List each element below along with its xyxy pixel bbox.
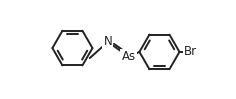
Text: N: N: [103, 35, 112, 48]
Text: As: As: [122, 50, 136, 63]
Text: Br: Br: [184, 45, 197, 58]
